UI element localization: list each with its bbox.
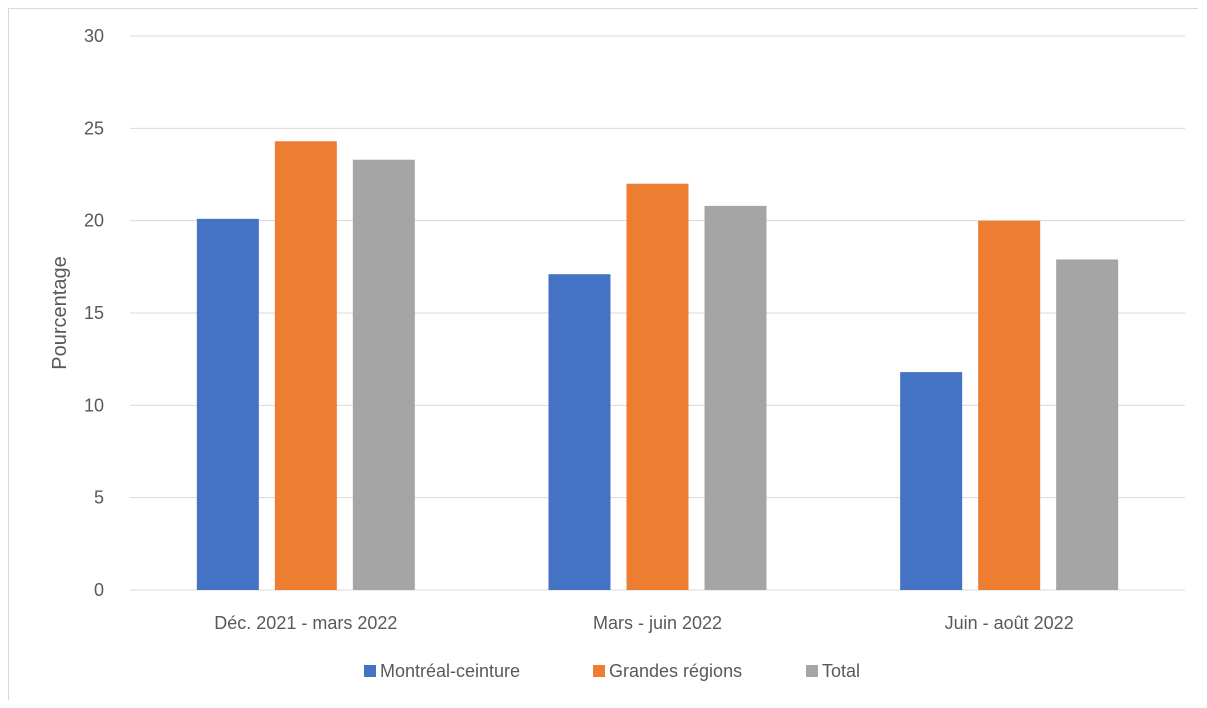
y-tick-label: 5 (94, 488, 104, 508)
bar (274, 141, 337, 590)
bar (352, 159, 415, 590)
legend-label: Grandes régions (609, 661, 742, 681)
bar (704, 205, 767, 591)
bar (626, 183, 689, 590)
y-tick-label: 0 (94, 580, 104, 600)
x-axis-labels: Déc. 2021 - mars 2022 Mars - juin 2022 Jui… (214, 613, 1073, 633)
legend-swatch (806, 665, 818, 677)
legend-label: Total (822, 661, 860, 681)
bar (196, 218, 259, 590)
y-axis-title: Pourcentage (49, 256, 71, 369)
y-tick-label: 10 (84, 395, 104, 415)
y-tick-label: 30 (84, 26, 104, 46)
x-tick-label: Mars - juin 2022 (593, 613, 722, 633)
x-tick-label: Déc. 2021 - mars 2022 (214, 613, 397, 633)
y-tick-label: 15 (84, 303, 104, 323)
bars (196, 141, 1119, 591)
bar (900, 372, 963, 590)
y-tick-label: 20 (84, 211, 104, 231)
x-tick-label: Juin - août 2022 (945, 613, 1074, 633)
bar (548, 274, 611, 590)
legend-swatch (593, 665, 605, 677)
y-axis-ticks: 0 5 10 15 20 25 30 (84, 26, 104, 600)
legend-label: Montréal-ceinture (380, 661, 520, 681)
bar (978, 220, 1041, 590)
chart-frame (8, 8, 1198, 700)
legend: Montréal-ceinture Grandes régions Total (364, 661, 860, 681)
y-tick-label: 25 (84, 118, 104, 138)
legend-swatch (364, 665, 376, 677)
bar (1056, 259, 1119, 590)
